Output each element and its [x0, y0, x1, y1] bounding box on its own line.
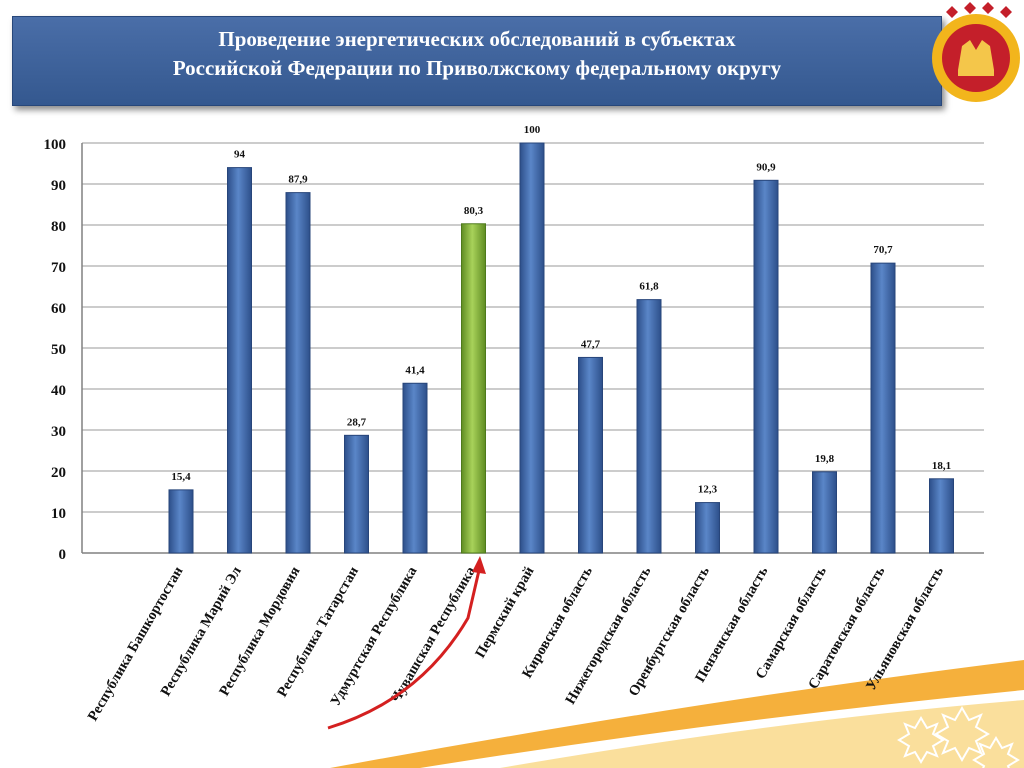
data-label: 18,1	[932, 460, 951, 472]
data-label: 94	[234, 149, 246, 161]
y-tick-label: 30	[51, 424, 66, 440]
bar	[344, 434, 369, 554]
bar	[929, 478, 954, 554]
category-label: Пермский край	[472, 564, 537, 661]
title-banner: Проведение энергетических обследований в…	[12, 16, 942, 106]
y-tick-label: 50	[51, 342, 66, 358]
data-label: 87,9	[288, 174, 308, 186]
data-label: 90,9	[756, 161, 776, 173]
bar	[285, 192, 311, 554]
bar	[168, 489, 194, 554]
data-label: 19,8	[815, 453, 835, 465]
y-tick-label: 10	[51, 506, 66, 522]
bar	[695, 502, 720, 554]
y-tick-label: 20	[51, 465, 66, 481]
bar	[870, 262, 896, 554]
y-tick-label: 90	[51, 178, 66, 194]
y-tick-label: 80	[51, 219, 66, 235]
bar-highlighted	[461, 223, 486, 554]
bar	[578, 356, 603, 554]
data-label: 15,4	[171, 471, 191, 483]
data-label: 41,4	[405, 364, 425, 376]
bar	[227, 167, 252, 554]
data-label: 61,8	[639, 281, 659, 293]
data-label: 70,7	[873, 244, 893, 256]
bar	[753, 179, 779, 554]
title-line-2: Российской Федерации по Приволжскому фед…	[172, 56, 782, 80]
category-label: Республика Башкортостан	[85, 564, 187, 724]
data-label: 28,7	[347, 416, 367, 428]
y-tick-label: 0	[59, 547, 67, 563]
bar	[636, 299, 662, 554]
y-tick-label: 70	[51, 260, 66, 276]
bar	[402, 382, 428, 554]
bar	[812, 471, 837, 554]
y-tick-label: 60	[51, 301, 66, 317]
highlight-arrow-head	[472, 556, 486, 574]
ornament-stars-icon	[897, 706, 1020, 768]
data-label: 100	[524, 124, 541, 136]
data-label: 80,3	[464, 205, 484, 217]
bar	[519, 142, 545, 554]
chuvash-emblem-icon	[932, 2, 1020, 102]
highlight-arrow	[327, 565, 482, 730]
y-tick-label: 40	[51, 383, 66, 399]
data-label: 47,7	[581, 338, 601, 350]
data-label: 12,3	[698, 484, 718, 496]
y-tick-label: 100	[44, 137, 67, 153]
title-line-1: Проведение энергетических обследований в…	[218, 27, 736, 51]
